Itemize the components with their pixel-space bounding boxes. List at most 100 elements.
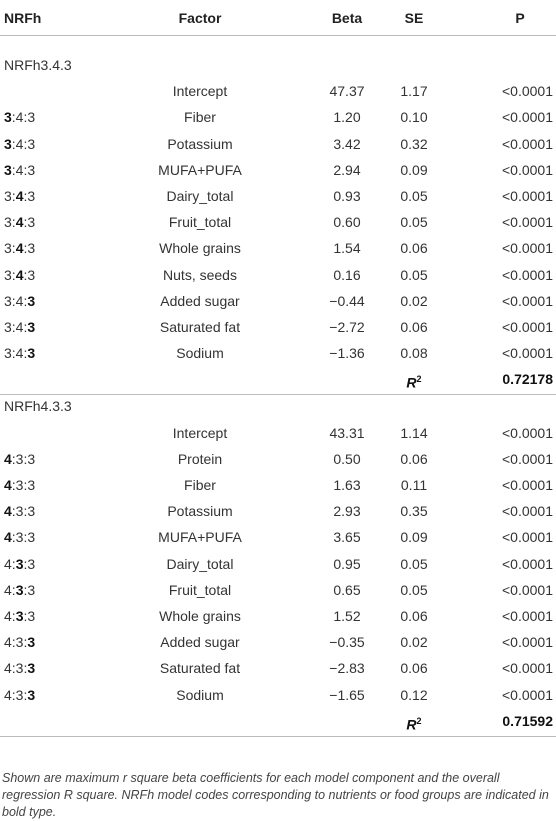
- header-cell: SE: [404, 10, 424, 26]
- factor: Potassium: [167, 135, 233, 152]
- p-value: <0.0001: [502, 345, 553, 362]
- code-part: 3: [27, 345, 36, 362]
- header-cell: P: [515, 10, 525, 26]
- beta: 0.50: [333, 450, 361, 467]
- code-part: 3: [4, 135, 12, 152]
- p-value: <0.0001: [502, 83, 553, 100]
- nrfh-code: 3:4:3: [4, 239, 35, 257]
- beta: −2.72: [329, 319, 365, 335]
- nrfh-code: 4:3:3: [4, 581, 35, 599]
- beta: 1.20: [333, 109, 361, 126]
- nrfh-code: 4:3:3: [4, 659, 35, 677]
- beta: 1.52: [333, 608, 361, 624]
- beta: −0.44: [329, 292, 365, 309]
- code-part: 4:: [4, 608, 16, 624]
- code-part: 4: [15, 188, 24, 204]
- code-part: 3: [15, 608, 24, 624]
- factor: Dairy_total: [166, 188, 234, 204]
- factor: Intercept: [172, 83, 228, 100]
- factor: Sodium: [176, 345, 224, 362]
- code-part: 4: [15, 266, 24, 283]
- r-square-label: R2: [406, 370, 421, 392]
- rule: [0, 394, 556, 396]
- code-part: 3: [27, 319, 36, 335]
- r-symbol: R: [406, 375, 417, 392]
- beta: −1.65: [329, 686, 365, 703]
- factor: Fruit_total: [168, 581, 232, 598]
- code-part: 4: [15, 214, 24, 231]
- code-part: 3:4:: [4, 345, 28, 362]
- code-part: 3: [27, 686, 36, 703]
- factor: Fiber: [184, 109, 216, 126]
- se: 0.32: [400, 135, 428, 152]
- factor: Fiber: [184, 477, 216, 493]
- p-value: <0.0001: [502, 450, 553, 467]
- factor: Sodium: [176, 686, 224, 703]
- code-part: 4: [4, 477, 12, 493]
- r-superscript: 2: [416, 715, 422, 726]
- beta: 0.65: [333, 581, 361, 598]
- nrfh-code: 4:3:3: [4, 502, 35, 520]
- code-part: :3: [23, 188, 36, 204]
- factor: Potassium: [167, 503, 233, 520]
- se: 0.06: [400, 608, 428, 624]
- factor: Fruit_total: [168, 214, 232, 231]
- factor: Whole grains: [159, 608, 241, 624]
- code-part: 4: [4, 503, 12, 520]
- r-superscript: 2: [416, 374, 422, 385]
- p-value: <0.0001: [502, 135, 553, 152]
- caption: Shown are maximum r square beta coeffici…: [2, 771, 549, 819]
- p-value: <0.0001: [502, 555, 553, 572]
- code-part: 3:: [4, 188, 16, 204]
- code-part: :3: [23, 608, 36, 624]
- p-value: <0.0001: [502, 529, 553, 546]
- p-value: <0.0001: [502, 477, 553, 493]
- beta: −2.83: [329, 660, 365, 677]
- beta: 1.54: [333, 240, 361, 257]
- beta: 2.94: [333, 161, 361, 178]
- header-cell: Factor: [178, 10, 222, 26]
- nrfh-code: 3:4:3: [4, 161, 35, 179]
- se: 0.35: [400, 503, 428, 520]
- nrfh-code: 4:3:3: [4, 607, 35, 625]
- code-part: 4: [15, 240, 24, 257]
- beta: −1.36: [329, 345, 365, 362]
- code-part: 4:3:: [4, 634, 28, 651]
- r-symbol: R: [406, 716, 417, 733]
- nrfh-code: 4:3:3: [4, 555, 35, 573]
- factor: Protein: [177, 450, 223, 467]
- code-part: 3:4:: [4, 292, 28, 309]
- rule: [0, 735, 556, 737]
- se: 0.12: [400, 686, 428, 703]
- p-value: <0.0001: [502, 424, 553, 441]
- p-value: <0.0001: [502, 161, 553, 178]
- header-cell: NRFh: [4, 10, 42, 26]
- code-part: 3: [27, 292, 36, 309]
- code-part: :3:3: [11, 529, 36, 546]
- code-part: 4:: [4, 581, 16, 598]
- se: 0.05: [400, 555, 428, 572]
- factor: Whole grains: [159, 240, 241, 257]
- code-part: :3:3: [11, 450, 36, 467]
- nrfh-code: 3:4:3: [4, 213, 35, 231]
- beta: 1.63: [333, 477, 361, 493]
- factor: Saturated fat: [159, 319, 241, 335]
- p-value: <0.0001: [502, 686, 553, 703]
- se: 0.11: [400, 477, 428, 493]
- code-part: 3:4:: [4, 319, 28, 335]
- r-square-label: R2: [406, 712, 421, 734]
- factor: Nuts, seeds: [163, 266, 237, 283]
- code-part: :3: [23, 266, 36, 283]
- beta: −0.35: [329, 634, 365, 651]
- code-part: 4: [4, 450, 12, 467]
- rule: [0, 35, 556, 36]
- code-part: :3:3: [11, 503, 36, 520]
- code-part: :3:3: [11, 477, 36, 493]
- nrfh-code: 3:4:3: [4, 187, 35, 205]
- se: 0.06: [400, 450, 428, 467]
- nrfh-code: 4:3:3: [4, 450, 35, 468]
- se: 1.17: [400, 83, 428, 100]
- p-value: <0.0001: [502, 581, 553, 598]
- beta: 43.31: [329, 424, 365, 441]
